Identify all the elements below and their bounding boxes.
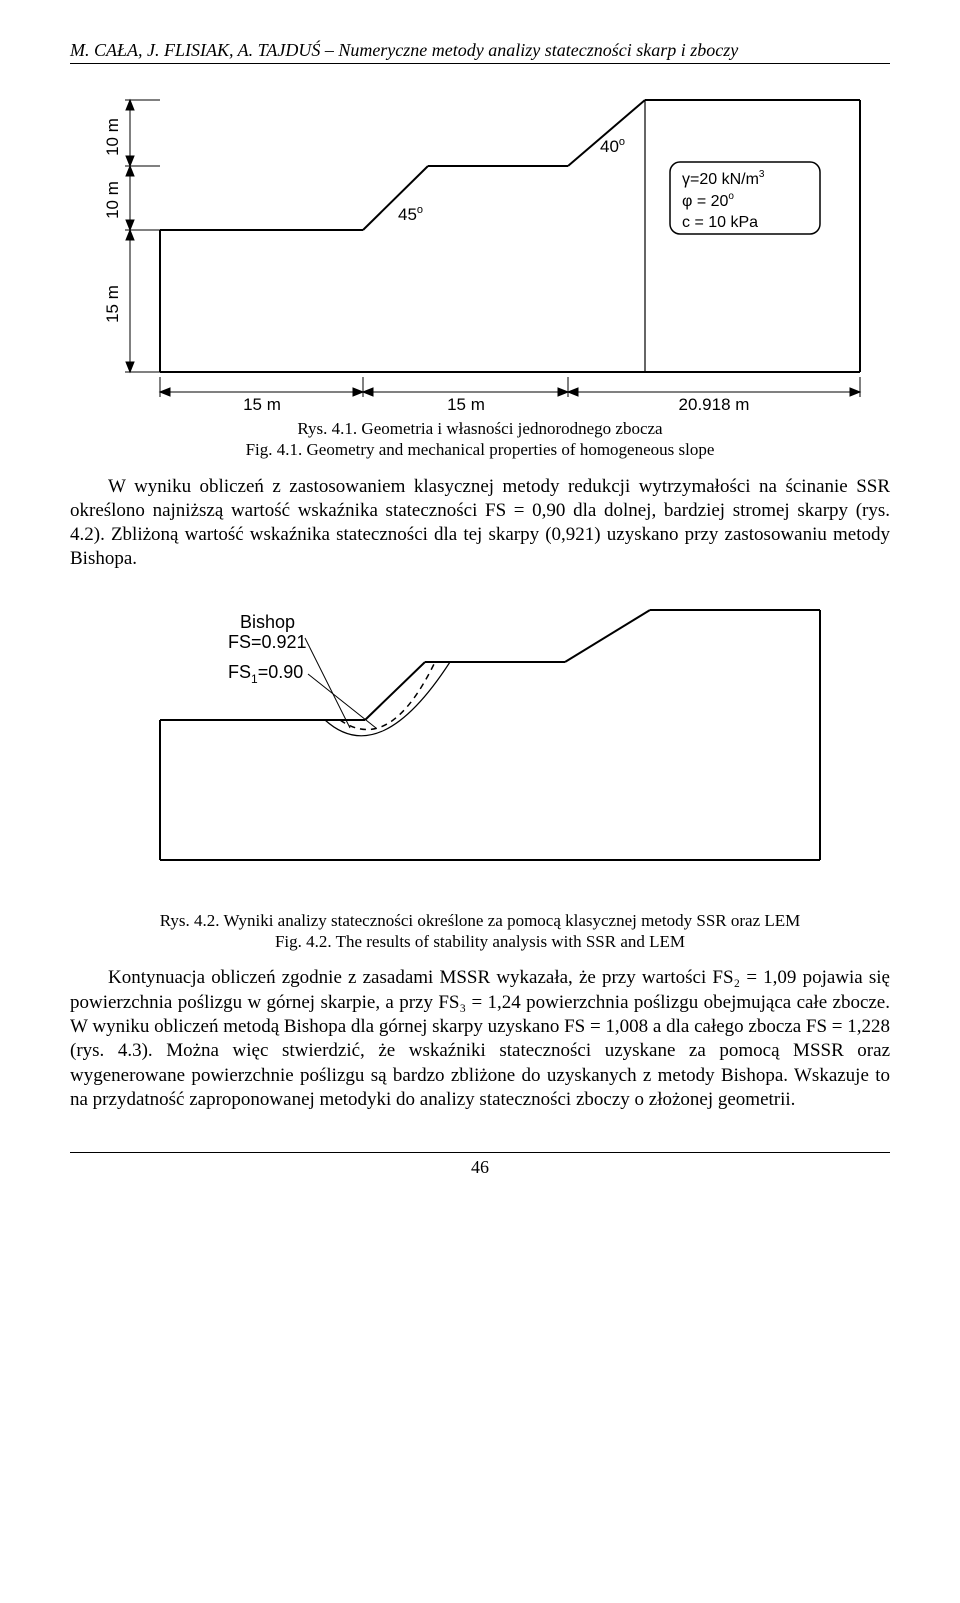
running-header: M. CAŁA, J. FLISIAK, A. TAJDUŚ – Numeryc… <box>70 40 890 61</box>
param-gamma: γ=20 kN/m3 <box>682 169 765 188</box>
fig2-caption-pl: Rys. 4.2. Wyniki analizy stateczności ok… <box>160 911 801 930</box>
dim-v3: 15 m <box>103 285 122 323</box>
dim-v1: 10 m <box>103 118 122 156</box>
param-c: c = 10 kPa <box>682 214 758 231</box>
dim-v2: 10 m <box>103 181 122 219</box>
fig2-caption-en: Fig. 4.2. The results of stability analy… <box>275 932 685 951</box>
label-fs-bishop: FS=0.921 <box>228 632 307 652</box>
slip-surface-svg: Bishop FS=0.921 FS1=0.90 <box>120 600 840 880</box>
slope-geometry-svg: 10 m 10 m 15 m 15 m 15 m 20.918 <box>90 92 870 412</box>
figure-4-2: Bishop FS=0.921 FS1=0.90 Rys. 4.2. Wynik… <box>70 600 890 953</box>
dim-h2: 15 m <box>447 395 485 412</box>
header-rule <box>70 63 890 64</box>
fig1-caption-pl: Rys. 4.1. Geometria i własności jednorod… <box>297 419 662 438</box>
param-phi: φ = 20o <box>682 191 734 210</box>
dim-h1: 15 m <box>243 395 281 412</box>
page-number: 46 <box>70 1157 890 1178</box>
footer-rule <box>70 1152 890 1153</box>
dim-h3: 20.918 m <box>679 395 750 412</box>
label-bishop: Bishop <box>240 612 295 632</box>
fig1-caption-en: Fig. 4.1. Geometry and mechanical proper… <box>246 440 715 459</box>
paragraph-2: Kontynuacja obliczeń zgodnie z zasadami … <box>70 966 890 1112</box>
paragraph-1: W wyniku obliczeń z zastosowaniem klasyc… <box>70 475 890 572</box>
figure-4-1: 10 m 10 m 15 m 15 m 15 m 20.918 <box>70 92 890 461</box>
